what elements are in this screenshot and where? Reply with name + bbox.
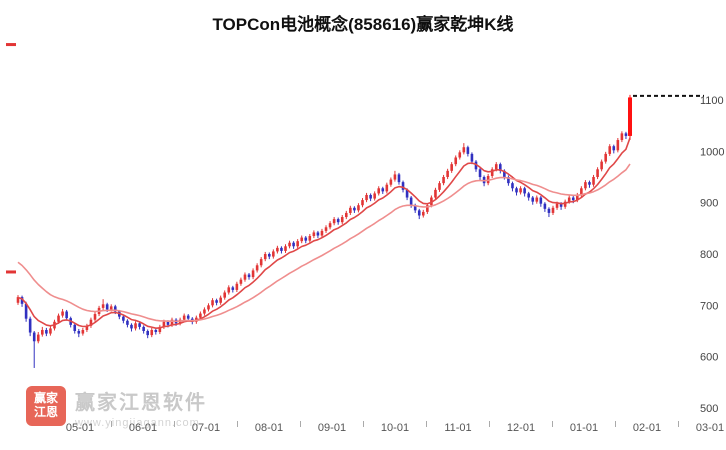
x-axis-label: 01-01 [570, 422, 598, 434]
watermark-logo-line1: 赢家 [33, 391, 58, 406]
x-axis-label: 10-01 [381, 422, 409, 434]
watermark-url: www.yingjiagann.com [75, 417, 200, 429]
y-axis-label: 600 [700, 352, 718, 364]
ma-slow-line [17, 163, 631, 323]
y-axis: 500 600 700 800 900 1000 1100 [700, 95, 724, 415]
x-axis-label: 08-01 [255, 422, 283, 434]
watermark-text: 赢家江恩软件 www.yingjiagann.com [75, 386, 207, 429]
watermark-brand: 赢家江恩软件 [75, 392, 207, 414]
x-axis-label: 09-01 [318, 422, 346, 434]
left-edge-marker [6, 43, 16, 47]
x-axis-label: 06-01 [129, 422, 157, 434]
x-axis-label: 05-01 [66, 422, 94, 434]
left-edge-marker [6, 270, 16, 274]
ma-fast-line [17, 137, 631, 330]
candles-group [16, 94, 632, 368]
x-axis-label: 03-01 [696, 422, 724, 434]
y-axis-label: 500 [700, 403, 718, 415]
x-axis-label: 11-01 [444, 422, 471, 434]
y-axis-label: 900 [700, 198, 718, 210]
watermark: 赢家 江恩 赢家江恩软件 www.yingjiagann.com [26, 386, 207, 429]
watermark-logo-line2: 江恩 [33, 405, 58, 419]
chart-title: TOPCon电池概念(858616)赢家乾坤K线 [212, 15, 514, 34]
y-axis-label: 700 [700, 300, 718, 312]
y-axis-label: 1100 [700, 95, 724, 107]
x-axis-label: 12-01 [507, 422, 535, 434]
x-axis-label: 02-01 [633, 422, 661, 434]
x-axis: 05-01 06-01 07-01 08-01 09-01 10-01 11-01 12-01… [66, 421, 724, 434]
y-axis-label: 800 [700, 249, 718, 261]
watermark-logo: 赢家 江恩 [26, 386, 66, 426]
x-axis-label: 07-01 [192, 422, 220, 434]
y-axis-label: 1000 [700, 146, 724, 158]
